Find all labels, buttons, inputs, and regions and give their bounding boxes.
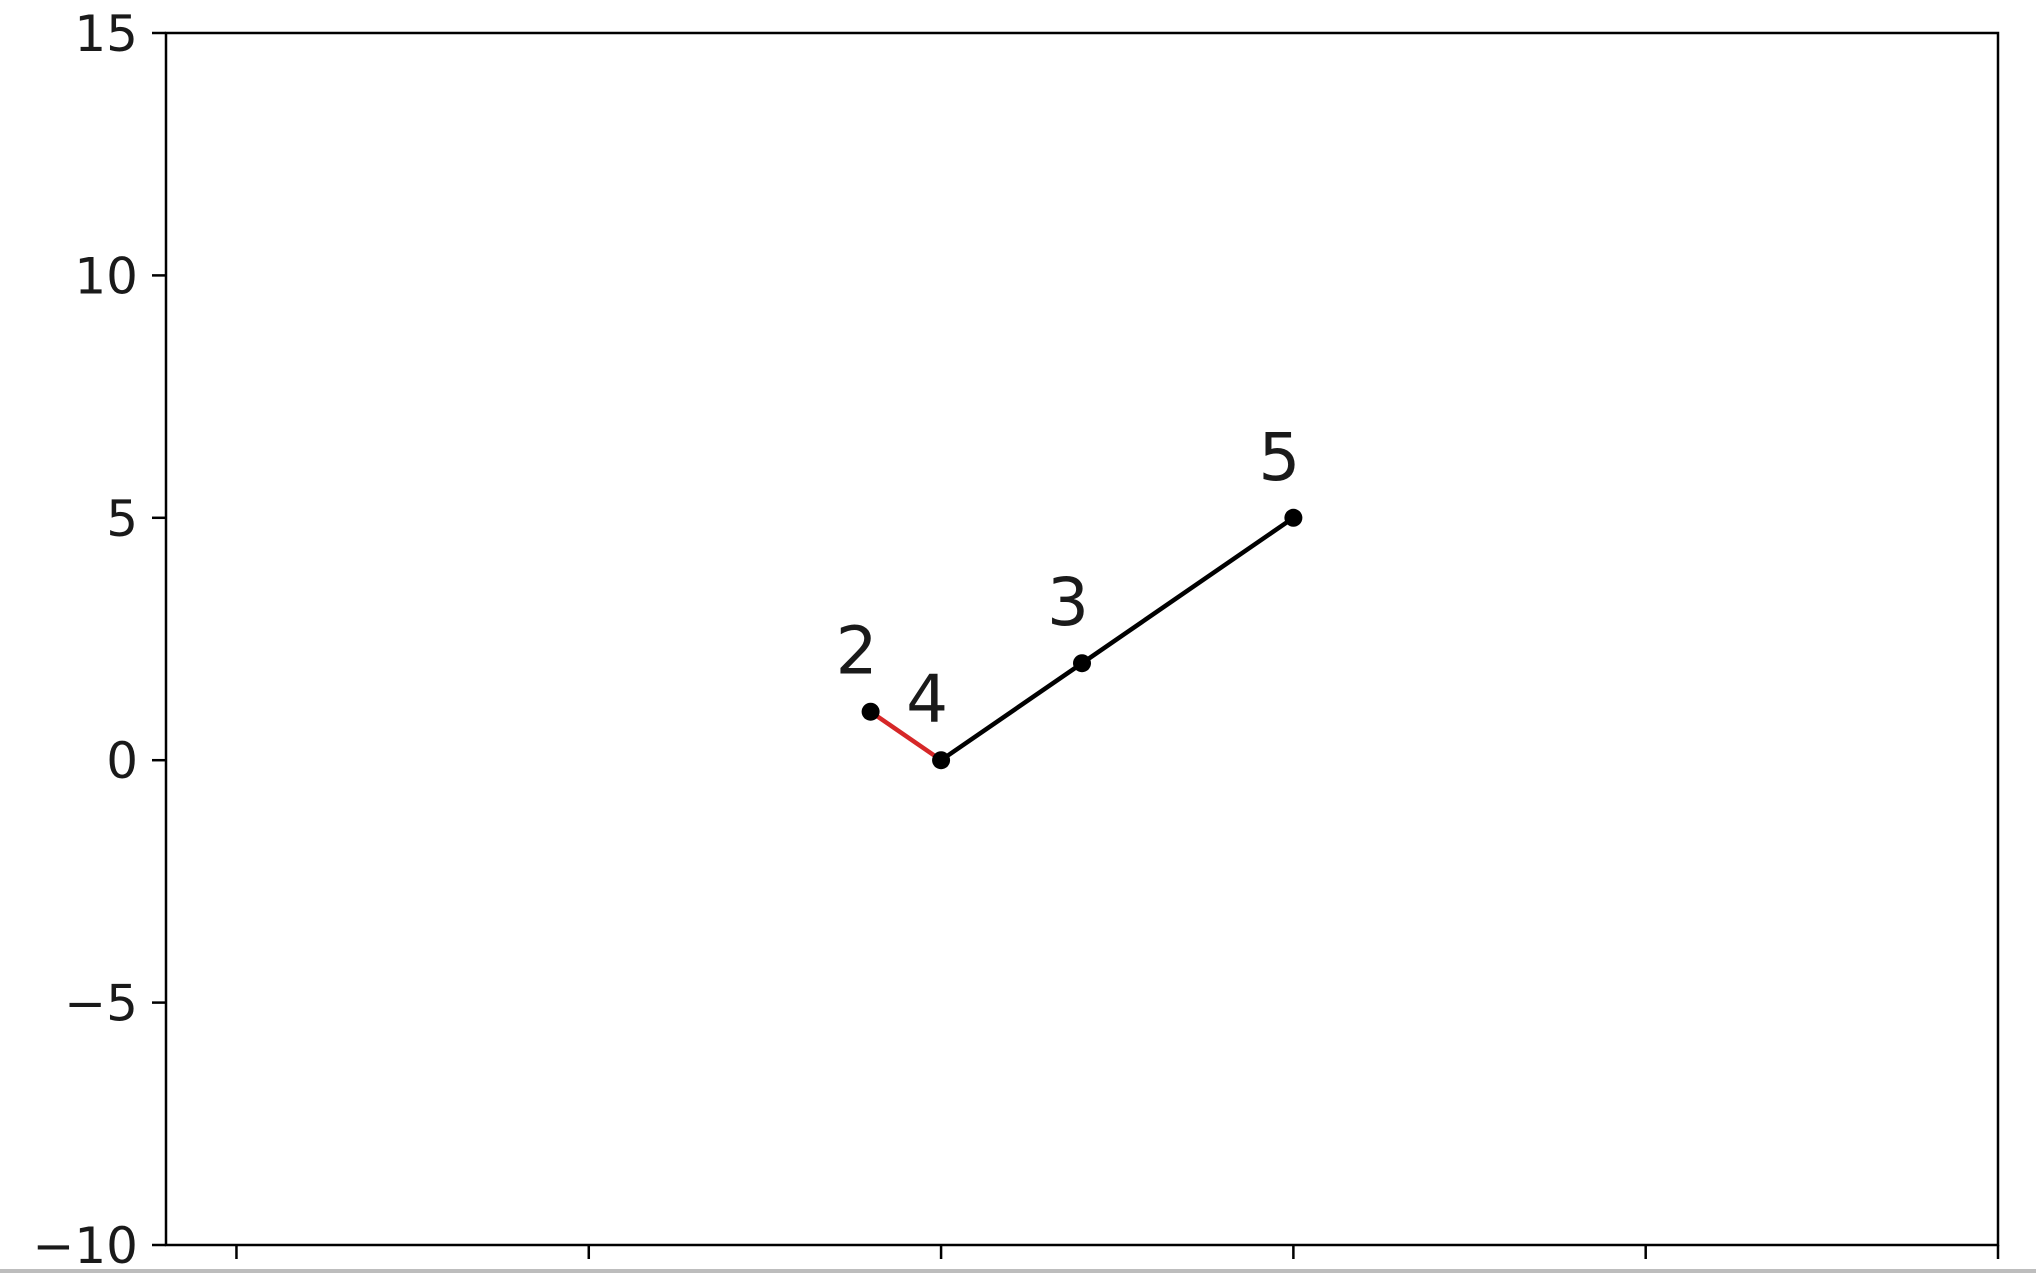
point-labels-group: 24 3 5 — [836, 419, 1301, 738]
point-label-2: 2 — [836, 613, 878, 690]
plot-frame — [164, 31, 2000, 1247]
data-point-2 — [861, 702, 880, 721]
y-tick-label: 5 — [106, 490, 138, 548]
data-point-3 — [1073, 654, 1091, 673]
y-tick-label: 10 — [74, 247, 138, 305]
point-label-3: 3 — [1047, 564, 1089, 641]
y-tick-label: −10 — [32, 1217, 138, 1274]
y-tick-label: 15 — [74, 5, 138, 63]
point-label-5: 5 — [1258, 419, 1300, 496]
axes: −10 −5 0 5 10 15 — [0, 5, 2036, 1274]
data-point-5 — [1284, 508, 1303, 527]
y-tick-label: −5 — [64, 975, 138, 1033]
y-tick-label: 0 — [106, 732, 138, 790]
point-label-4: 4 — [906, 661, 948, 738]
series-line-1 — [868, 709, 944, 763]
data-point-4 — [932, 751, 951, 770]
markers-group — [861, 508, 1303, 770]
